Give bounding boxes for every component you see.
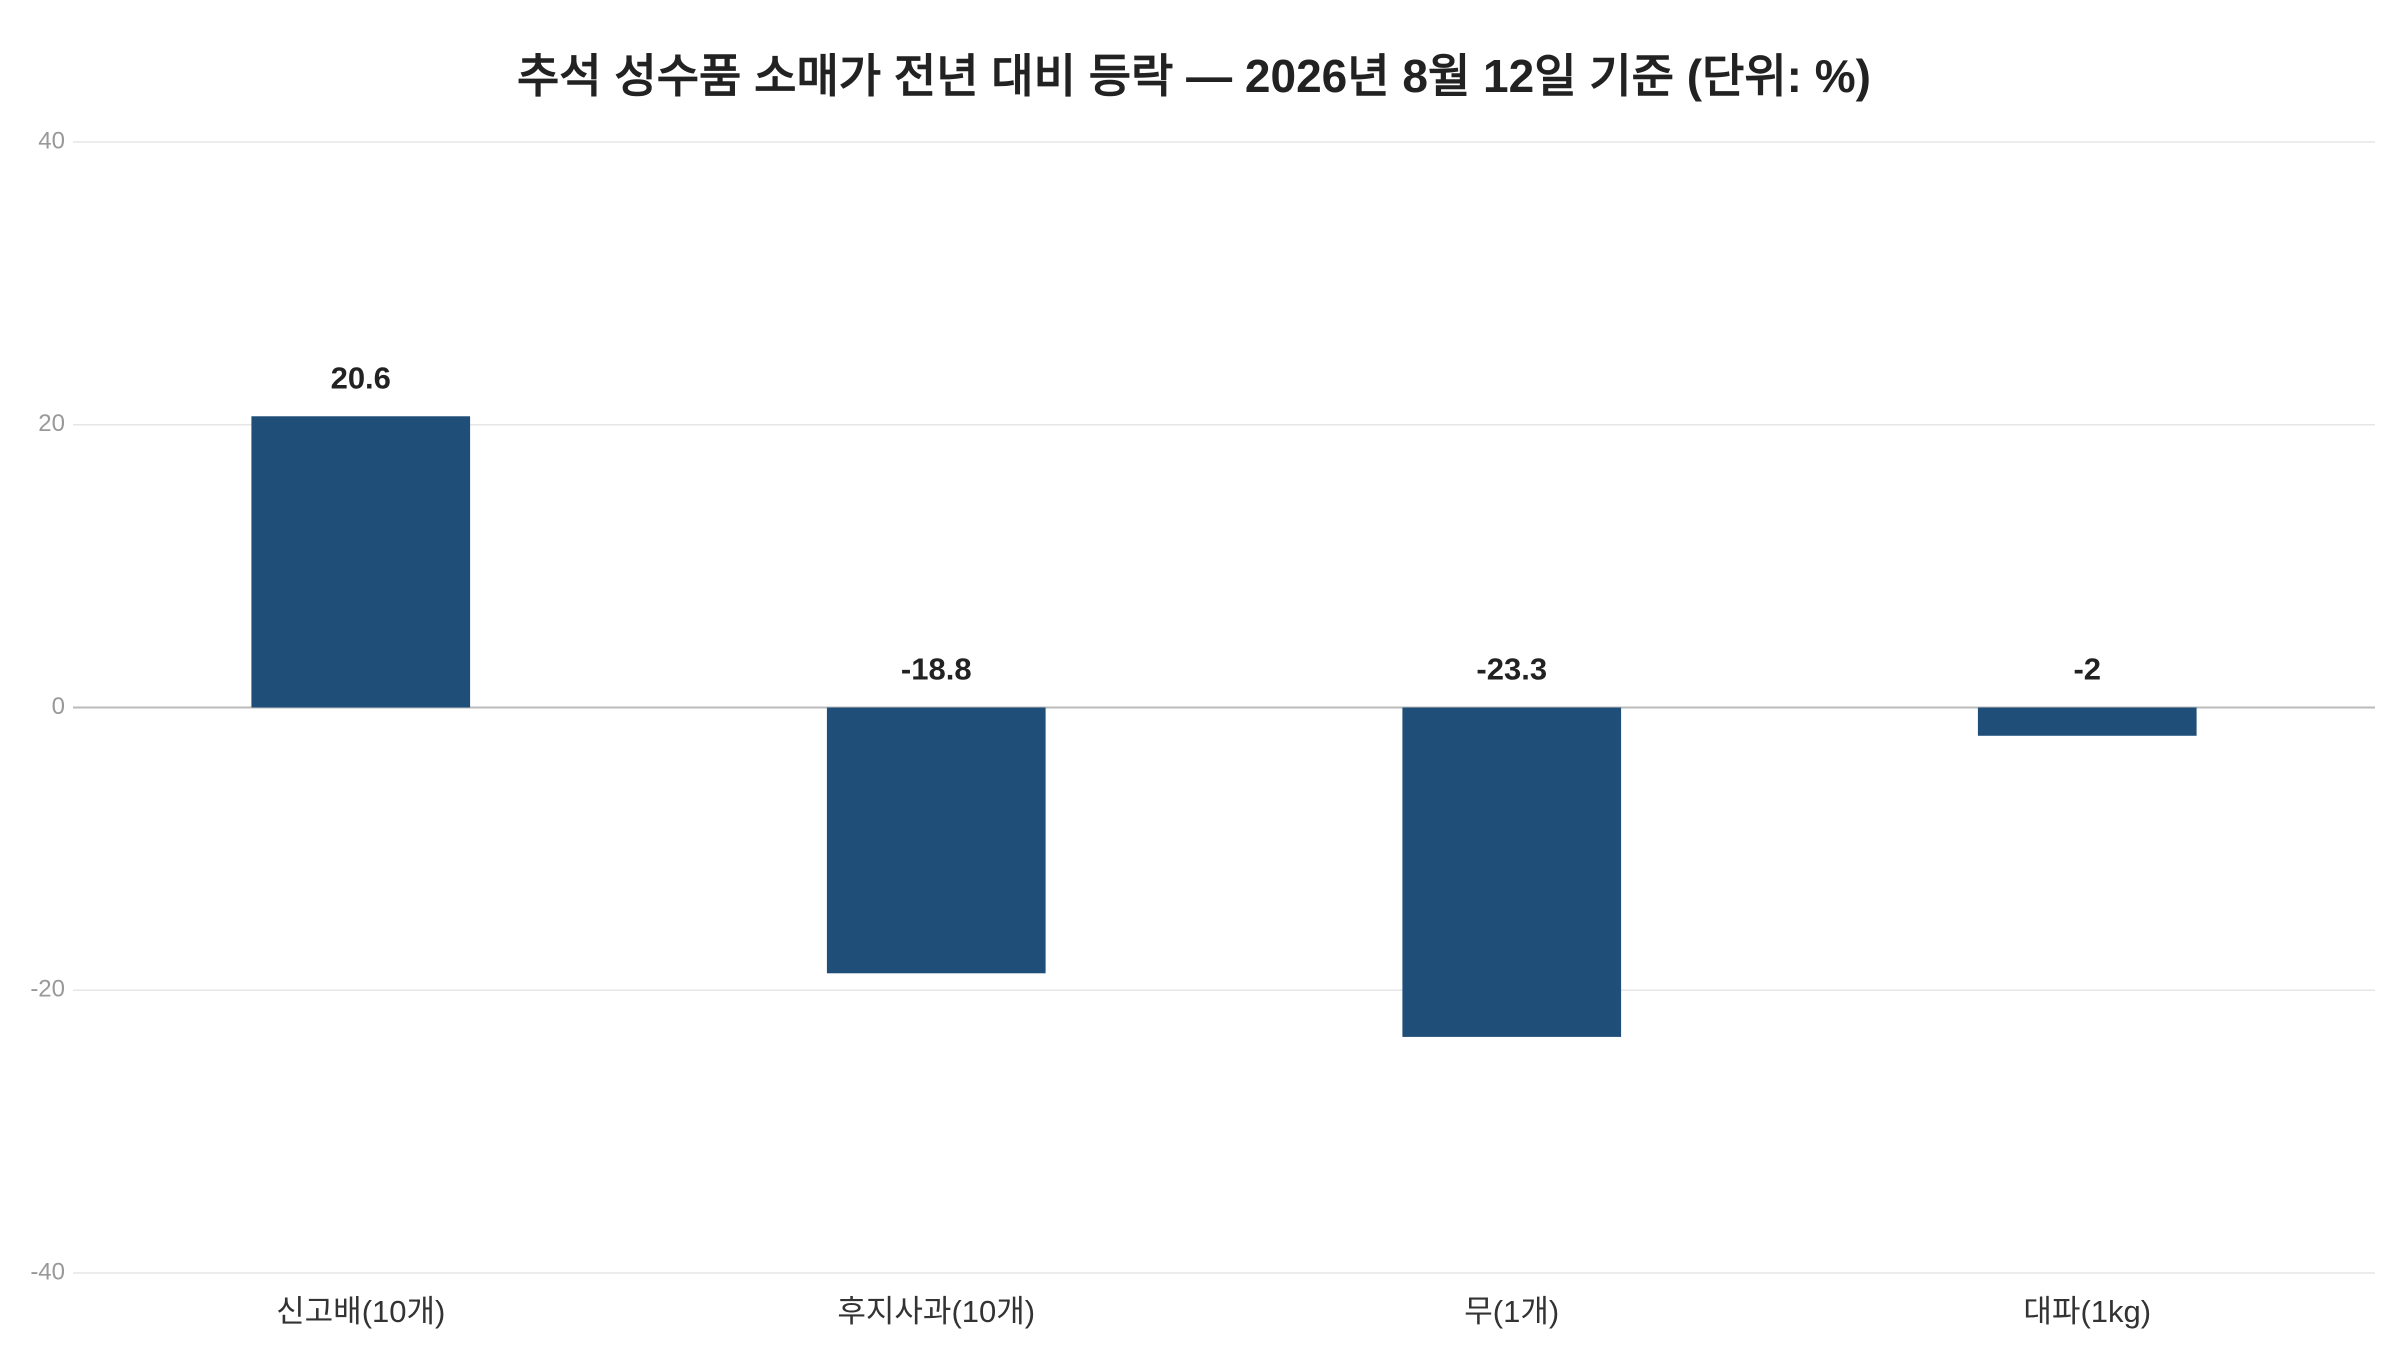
bar [1977,707,2197,736]
value-label: 20.6 [331,360,391,395]
bar [826,707,1046,974]
bar [251,416,471,708]
chart-title: 추석 성수품 소매가 전년 대비 등락 — 2026년 8월 12일 기준 (단… [517,50,1871,102]
y-tick-label: -20 [30,976,65,1003]
x-tick-label: 후지사과(10개) [837,1294,1035,1329]
x-tick-label: 무(1개) [1464,1294,1559,1329]
value-label: -18.8 [901,652,972,687]
value-label: -23.3 [1476,652,1547,687]
y-tick-label: -40 [30,1258,65,1285]
x-tick-label: 대파(1kg) [2023,1294,2151,1329]
y-tick-label: 0 [52,693,65,720]
y-tick-label: 20 [38,410,65,437]
x-tick-label: 신고배(10개) [276,1294,445,1329]
value-label: -2 [2073,652,2101,687]
y-tick-label: 40 [38,127,65,154]
bar [1402,707,1622,1037]
